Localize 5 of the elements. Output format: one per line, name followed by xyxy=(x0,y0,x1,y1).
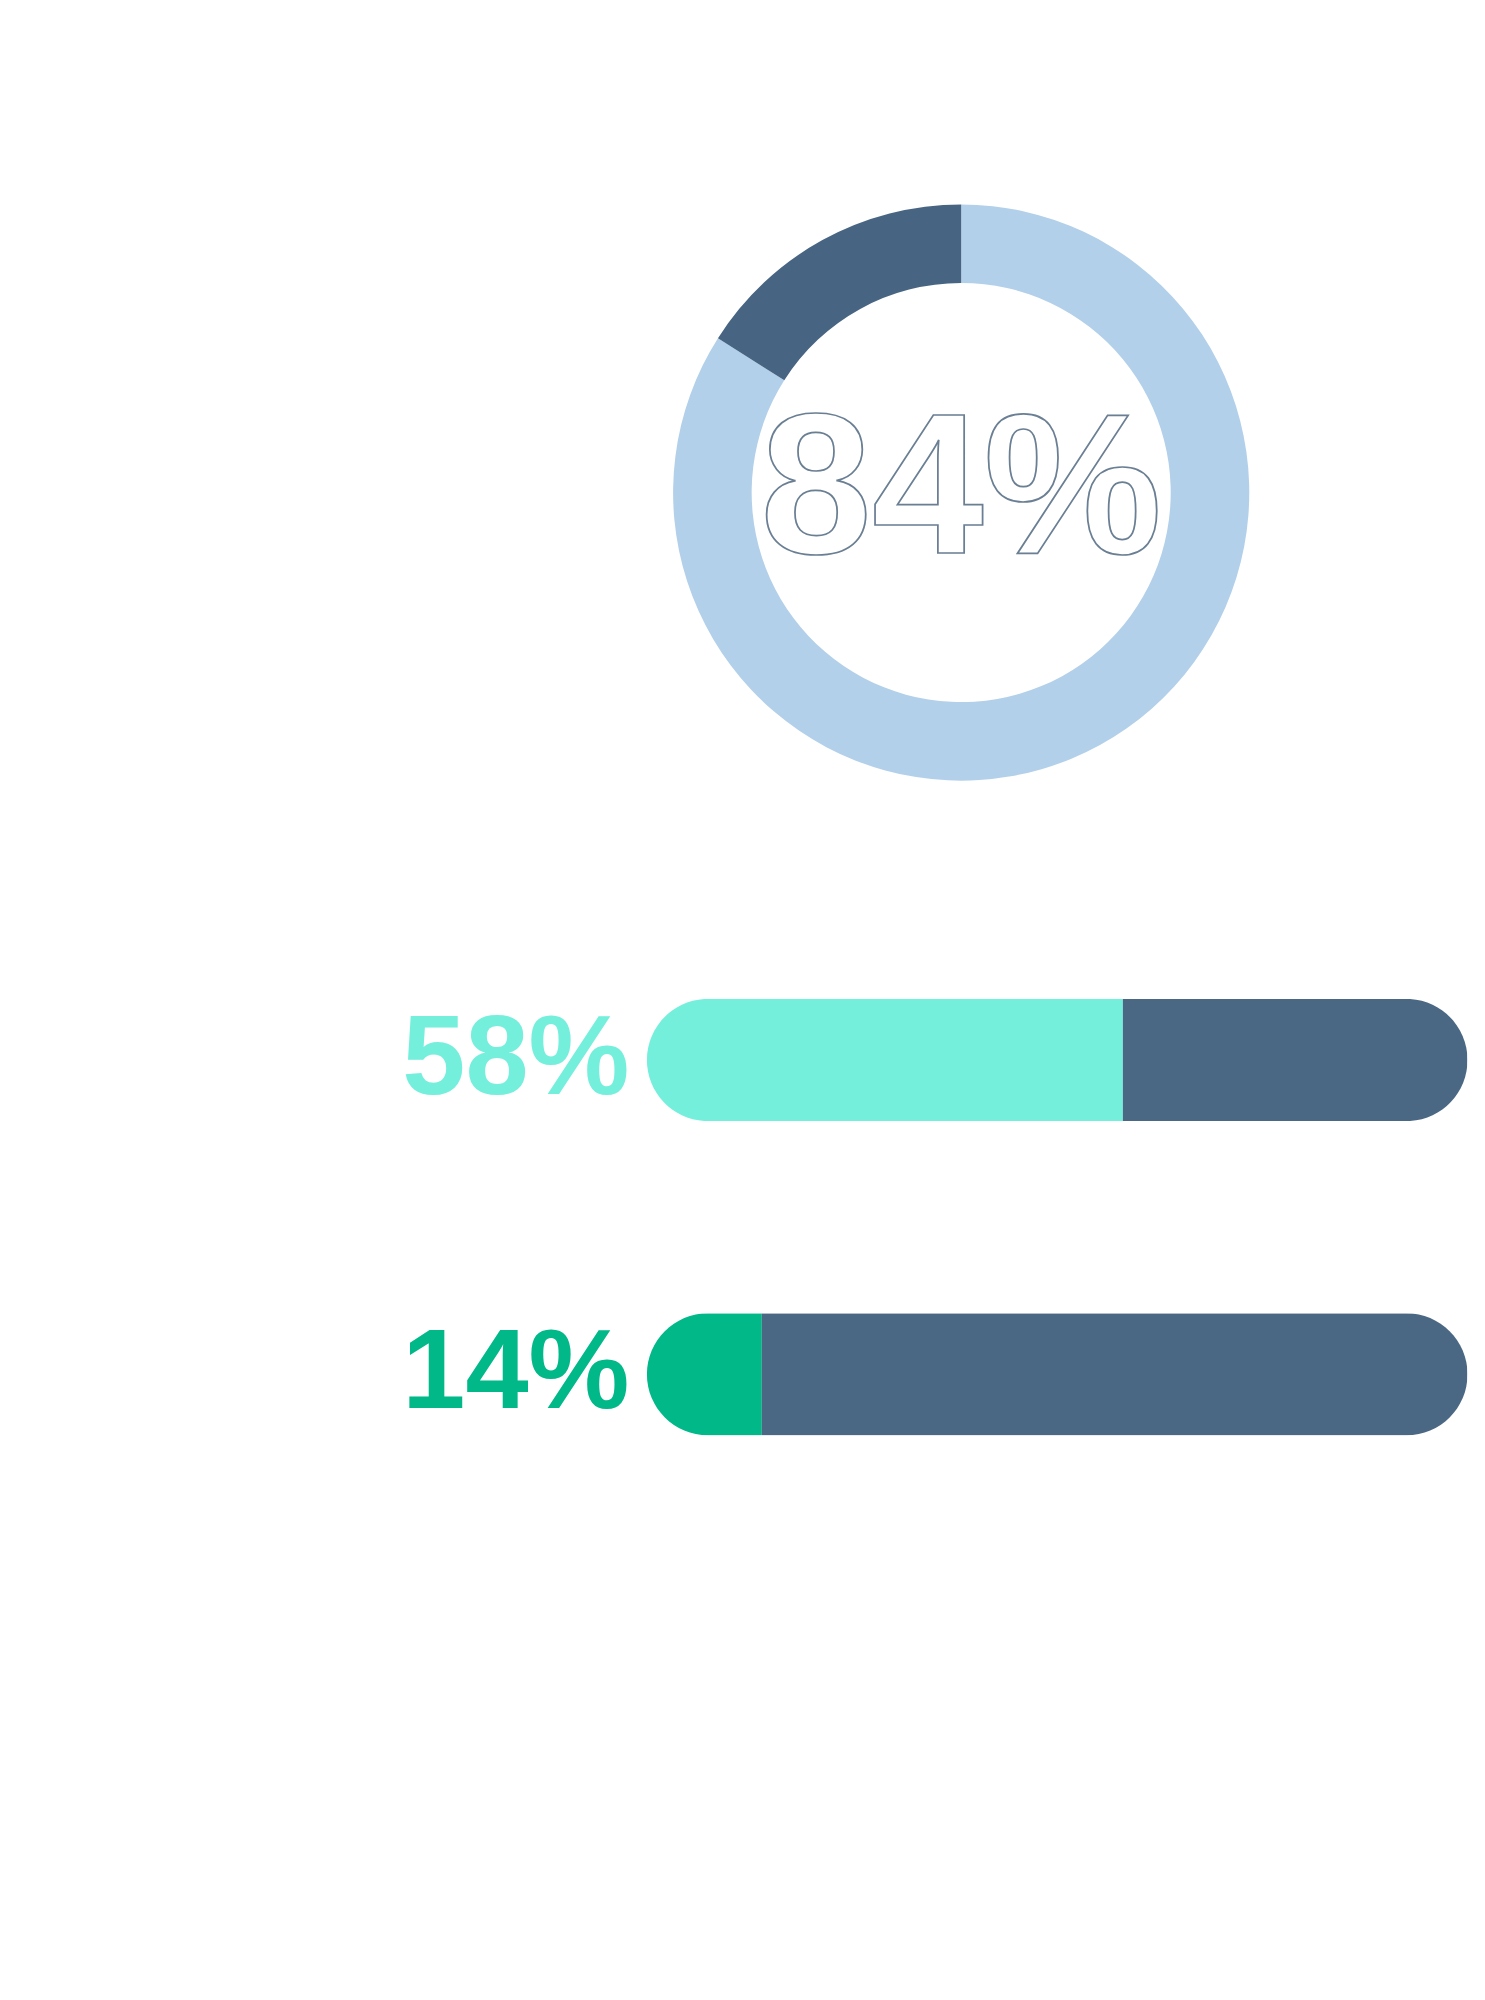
text: 84% xyxy=(760,370,1163,596)
donut-slice xyxy=(717,204,962,381)
donut-slice xyxy=(673,204,1250,781)
data-label: 58% xyxy=(402,991,630,1119)
data-label: 14% xyxy=(402,1305,630,1433)
